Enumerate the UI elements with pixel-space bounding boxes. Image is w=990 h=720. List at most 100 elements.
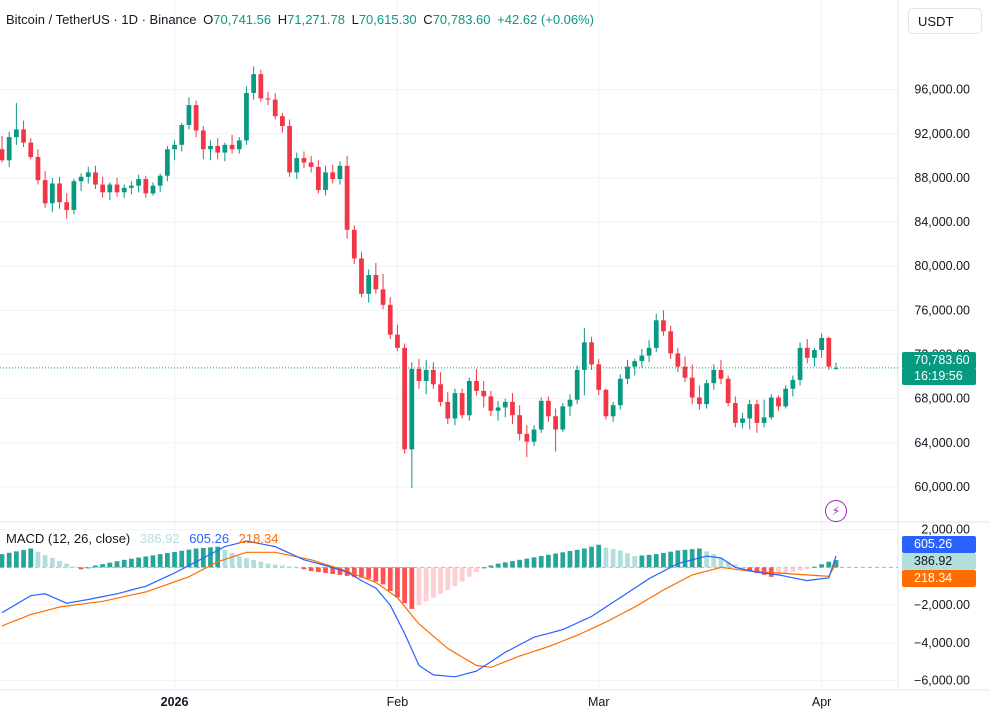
macd-legend-macd: 605.26 [189,531,230,546]
candle-body [790,379,796,389]
macd-histogram-bar [560,552,566,568]
macd-histogram-bar [78,567,84,570]
candle-body [431,369,436,385]
candle-body [732,403,738,423]
macd-histogram-bar [373,567,379,582]
macd-histogram-bar [157,554,163,568]
x-tick-label: Feb [387,695,409,709]
candle-body [114,184,120,193]
macd-histogram-bar [646,554,652,568]
candle-body [366,275,372,294]
candle-body [78,176,84,182]
macd-signal-line [1,551,837,669]
macd-histogram-bar [330,567,336,574]
macd-histogram-bar [474,567,479,573]
macd-histogram-bar [459,567,465,582]
candle-body [121,187,127,193]
candle-body [668,331,674,354]
candle-body [459,393,465,416]
candle-body [797,347,803,380]
macd-y-tick-label: 2,000.00 [921,523,970,537]
macd-histogram-bar [438,567,443,594]
candle-body [265,98,271,100]
macd-histogram-bar [668,551,674,568]
macd-histogram-bar [790,567,796,572]
candle-body [6,137,12,161]
macd-histogram-bar [495,563,501,568]
macd-histogram-bar [538,556,544,568]
macd-histogram-bar [653,554,659,568]
macd-histogram-bar [502,562,508,568]
macd-histogram-bar [524,558,530,568]
macd-histogram-bar [740,567,745,569]
candle-body [186,105,192,125]
y-tick-label: 64,000.00 [914,436,970,450]
candle-body [416,368,422,381]
macd-histogram-bar [488,565,494,568]
macd-histogram-bar [466,567,472,577]
candle-body [0,149,5,161]
macd-histogram-bar [49,557,55,568]
candle-body [402,347,407,450]
candle-body [136,179,141,186]
candle-body [107,184,113,193]
candle-body [768,397,774,418]
candle-body [423,369,429,381]
candle-body [661,320,666,332]
candle-body [373,275,379,290]
macd-histogram-bar [567,551,573,568]
macd-histogram-bar [776,567,781,575]
candle-body [129,185,134,188]
macd-histogram-bar [222,549,228,568]
candle-body [172,144,177,150]
macd-histogram-bar [610,548,616,568]
candle-body [438,384,443,402]
candle-body [804,347,810,358]
macd-histogram-bar [387,567,393,591]
candle-body [632,361,638,367]
macd-y-tick-label: −2,000.00 [914,598,970,612]
candle-body [740,418,745,423]
macd-histogram-bar [337,567,343,575]
macd-histogram-bar [416,567,422,606]
y-tick-label: 80,000.00 [914,259,970,273]
macd-histogram-bar [531,557,537,568]
macd-histogram-bar [208,547,213,568]
candle-body [689,377,695,398]
macd-histogram-bar [380,567,386,585]
candle-body [64,202,70,210]
candle-body [538,400,544,430]
symbol-title[interactable]: Bitcoin / TetherUS · 1D · Binance [6,12,197,27]
candle-body [258,74,264,99]
candle-body [143,179,149,194]
candle-body [294,158,300,173]
candle-body [639,355,645,362]
macd-histogram-bar [402,567,407,604]
candle-body [445,401,451,419]
currency-selector-button[interactable]: USDT [908,8,982,34]
candle-body [596,364,602,390]
countdown-tag: 16:19:56 [902,368,976,385]
lightning-icon[interactable]: ⚡︎ [825,500,847,522]
candle-body [524,433,530,442]
macd-histogram-bar [57,560,62,568]
candle-body [531,429,537,442]
macd-histogram-bar [517,559,523,568]
macd-histogram-bar [625,553,630,568]
macd-histogram-bar [71,566,77,568]
candle-body [272,99,278,117]
high-value: 71,271.78 [287,12,345,27]
macd-y-tick-label: −4,000.00 [914,636,970,650]
macd-histogram-bar [258,561,264,568]
candle-body [697,397,702,405]
candle-body [208,145,213,150]
macd-histogram-bar [423,567,429,602]
low-value: 70,615.30 [358,12,417,27]
candle-body [359,258,364,294]
macd-legend-title[interactable]: MACD (12, 26, close) [6,531,131,546]
candle-body [653,320,659,348]
macd-histogram-bar [639,555,645,568]
macd-histogram-bar [819,564,824,568]
